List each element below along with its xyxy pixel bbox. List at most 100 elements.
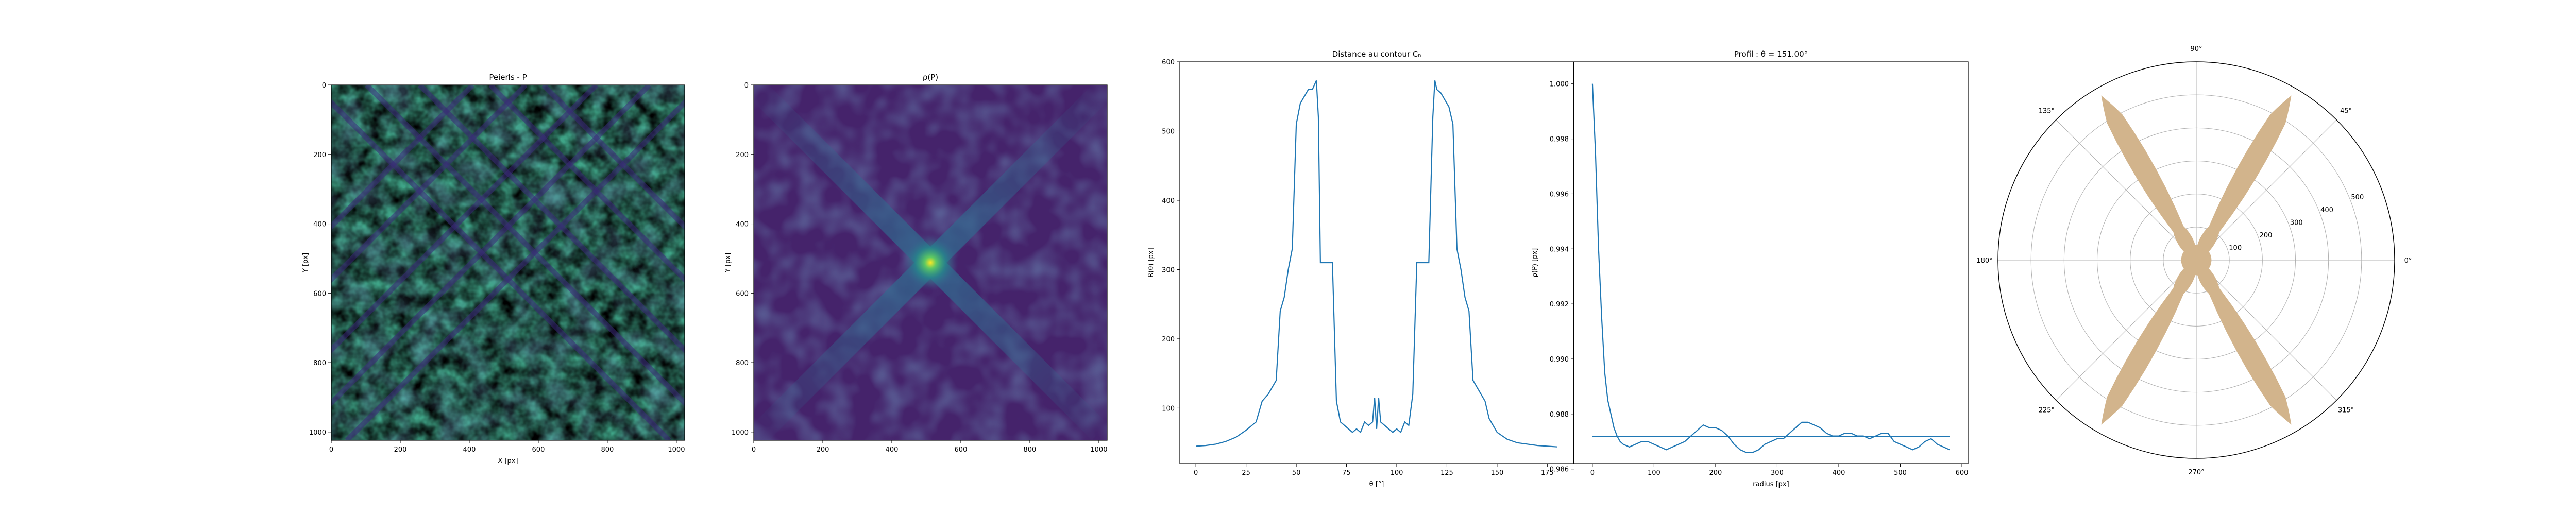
line-profile-ytick-label: 0.990 <box>1550 356 1569 364</box>
line-distance-plot-area <box>1196 80 1557 448</box>
line-profile-ytick-label: 0.988 <box>1550 411 1569 419</box>
heatmap-peierls-xtick-label: 200 <box>394 446 407 454</box>
heatmap-rho-peak <box>902 234 959 291</box>
line-profile-ytick-label: 0.998 <box>1550 136 1569 144</box>
polar-angle-label: 90° <box>2190 45 2202 53</box>
line-distance-xtick-label: 25 <box>1242 469 1250 477</box>
heatmap-rho-ytick-label: 0 <box>744 82 749 90</box>
heatmap-peierls-frame <box>331 84 685 441</box>
line-distance-chart: 0 25 50 75 100 125 150 175 100 200 300 400 500 600 Dis… <box>1147 49 1574 488</box>
heatmap-peierls-image <box>331 85 685 440</box>
heatmap-rho-xtick-label: 600 <box>955 446 968 454</box>
polar-grid-spoke <box>2056 260 2197 401</box>
line-distance-xtick-label: 175 <box>1541 469 1554 477</box>
line-distance-xtick-label: 100 <box>1391 469 1403 477</box>
line-profile-xtick-label: 600 <box>1956 469 1969 477</box>
heatmap-rho-image <box>754 85 1107 440</box>
heatmap-peierls-xtick-label: 1000 <box>668 446 685 454</box>
line-profile-xtick-label: 0 <box>1590 469 1595 477</box>
line-profile-xtick-label: 300 <box>1771 469 1784 477</box>
heatmap-rho-ytick-label: 600 <box>736 290 749 298</box>
line-distance-xlabel: θ [°] <box>1369 480 1384 488</box>
line-distance-ytick-label: 400 <box>1162 197 1175 205</box>
heatmap-rho-ytick-label: 400 <box>736 221 749 229</box>
heatmap-peierls-ytick-label: 400 <box>313 221 326 229</box>
heatmap-rho-xtick-label: 400 <box>886 446 899 454</box>
heatmap-peierls-xtick-label: 600 <box>532 446 545 454</box>
line-distance-xtick-label: 0 <box>1194 469 1198 477</box>
heatmap-peierls-stripe-a <box>331 99 671 440</box>
heatmap-peierls-xlabel: X [px] <box>498 457 518 465</box>
line-profile-ylabel: ρ(P) [px] <box>1531 248 1539 277</box>
heatmap-rho-xtick-label: 800 <box>1024 446 1037 454</box>
line-distance-ytick-label: 200 <box>1162 336 1175 344</box>
polar-frame <box>1997 61 2395 459</box>
heatmap-peierls-ytick-label: 1000 <box>309 429 326 437</box>
polar-grid-spoke <box>2196 260 2337 401</box>
polar-radial-label: 400 <box>2320 207 2333 214</box>
heatmap-peierls-stripe-b <box>331 85 651 407</box>
line-profile-ytick-label: 0.994 <box>1550 246 1569 253</box>
heatmap-peierls-xtick-label: 0 <box>329 446 333 454</box>
line-distance-title: Distance au contour Cₙ <box>1332 49 1421 59</box>
heatmap-peierls-stripe-a <box>417 85 685 354</box>
heatmap-peierls-stripe-b <box>331 85 599 354</box>
heatmap-rho-title: ρ(P) <box>923 73 938 82</box>
heatmap-peierls-stripe-a <box>365 85 685 407</box>
line-profile-xlabel: radius [px] <box>1753 480 1789 488</box>
heatmap-peierls-stripe-b <box>331 85 528 283</box>
heatmap-peierls-title: Peierls - P <box>489 73 527 82</box>
line-distance-ytick-label: 300 <box>1162 266 1175 274</box>
line-profile-series-line <box>1591 83 1950 453</box>
polar-radial-label: 300 <box>2290 219 2303 227</box>
polar-angle-label: 315° <box>2338 407 2354 415</box>
heatmap-rho-ytick-label: 800 <box>736 359 749 367</box>
line-profile-chart: 0 100 200 300 400 500 600 0.986 0.988 0.990 0.992 0… <box>1531 49 1969 488</box>
heatmap-peierls-xtick-label: 400 <box>463 446 476 454</box>
heatmap-rho-ylabel: Y [px] <box>724 253 732 273</box>
heatmap-peierls-ytick-label: 800 <box>313 359 326 367</box>
polar-radial-label: 500 <box>2351 194 2364 201</box>
line-profile-xtick-label: 200 <box>1709 469 1722 477</box>
polar-angle-label: 270° <box>2188 469 2204 476</box>
heatmap-rho-chart: 0 200 400 600 800 1000 0 200 400 600 800 1000 ρ(P) Y … <box>724 73 1108 454</box>
line-profile-title: Profil : θ = 151.00° <box>1734 49 1808 59</box>
heatmap-peierls-chart: 0 200 400 600 800 1000 0 200 400 600 800 1000 Peierl… <box>302 73 685 465</box>
polar-angle-label: 45° <box>2340 107 2352 115</box>
heatmap-peierls-ytick-label: 600 <box>313 290 326 298</box>
polar-radial-label: 200 <box>2260 232 2273 239</box>
heatmap-peierls-stripe-a <box>541 85 685 230</box>
heatmap-rho-ytick-label: 1000 <box>732 429 749 437</box>
line-profile-xtick-label: 400 <box>1833 469 1845 477</box>
heatmap-rho-ytick-label: 200 <box>736 151 749 159</box>
line-profile-ytick-label: 1.000 <box>1550 81 1569 89</box>
heatmap-rho-xtick-label: 0 <box>752 446 756 454</box>
polar-angle-label: 135° <box>2039 107 2055 115</box>
heatmap-rho-xtick-label: 1000 <box>1090 446 1107 454</box>
heatmap-peierls-texture-dark <box>331 85 685 440</box>
line-distance-ytick-label: 600 <box>1162 59 1175 66</box>
heatmap-rho-xtick-label: 200 <box>817 446 829 454</box>
polar-chart: 0° 45° 90° 135° 180° 225° 270° 315° 100 200 300 400… <box>1976 45 2412 476</box>
polar-angle-label: 0° <box>2404 257 2412 265</box>
heatmap-peierls-stripe-b <box>331 85 474 230</box>
line-profile-xtick-label: 100 <box>1648 469 1660 477</box>
line-distance-ytick-label: 500 <box>1162 128 1175 135</box>
line-profile-xtick-label: 500 <box>1894 469 1907 477</box>
polar-angle-label: 180° <box>1976 257 1992 265</box>
line-distance-ytick-label: 100 <box>1162 405 1175 413</box>
line-profile-plot-area <box>1591 83 1950 453</box>
heatmap-peierls-ylabel: Y [px] <box>302 253 310 273</box>
heatmap-peierls-xtick-label: 800 <box>601 446 614 454</box>
line-distance-xtick-label: 50 <box>1292 469 1301 477</box>
heatmap-peierls-ytick-label: 200 <box>313 151 326 159</box>
line-profile-frame <box>1573 61 1969 464</box>
line-profile-ytick-label: 0.992 <box>1550 301 1569 308</box>
heatmap-rho-frame <box>753 84 1108 441</box>
line-distance-xtick-label: 125 <box>1440 469 1453 477</box>
polar-area-fill <box>2101 95 2292 425</box>
polar-radial-label: 100 <box>2229 244 2242 252</box>
polar-angle-label: 225° <box>2039 407 2055 415</box>
line-profile-ytick-label: 0.996 <box>1550 191 1569 198</box>
